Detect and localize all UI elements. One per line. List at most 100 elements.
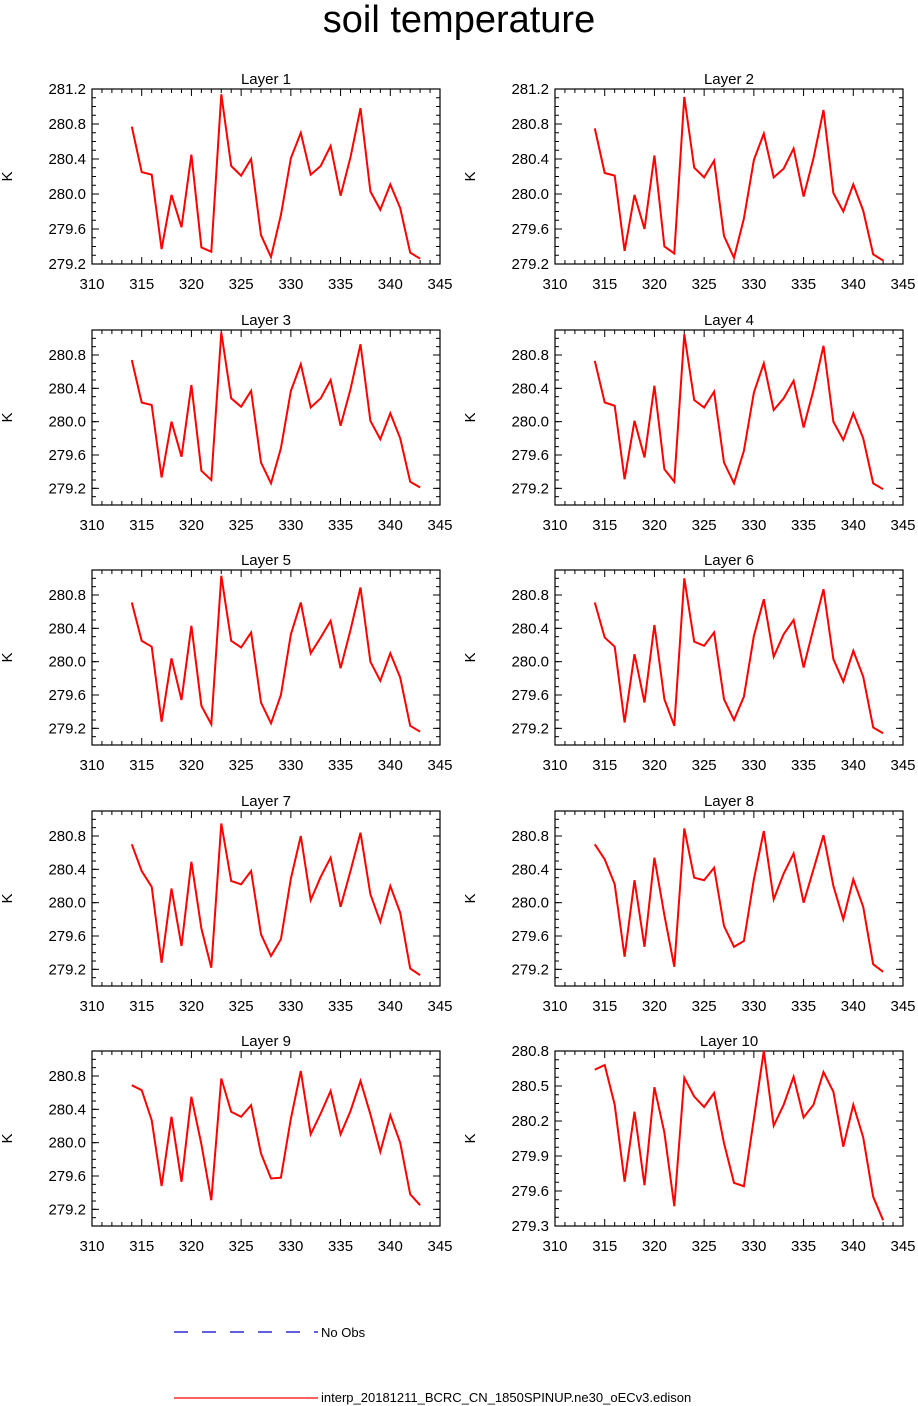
data-point bbox=[290, 878, 292, 880]
data-point bbox=[803, 667, 805, 669]
legend-no-obs-label: No Obs bbox=[321, 1325, 366, 1340]
data-point bbox=[693, 1096, 695, 1098]
data-point bbox=[190, 625, 192, 627]
y-tick-label: 279.6 bbox=[48, 447, 86, 464]
chart-panel-3: Layer 3 K 310 315 320 325 330 335 340 345 279.2 279… bbox=[0, 312, 453, 534]
main-title: soil temperature bbox=[322, 0, 596, 41]
x-tick-label: 335 bbox=[328, 757, 353, 774]
x-tick-label: 325 bbox=[692, 998, 717, 1015]
x-tick-label: 320 bbox=[179, 1238, 204, 1255]
x-tick-label: 345 bbox=[890, 517, 915, 534]
plot-frame bbox=[91, 569, 441, 746]
data-point bbox=[340, 906, 342, 908]
data-point bbox=[300, 1070, 302, 1072]
data-point bbox=[594, 843, 596, 845]
y-tick-label: 280.0 bbox=[511, 895, 549, 912]
data-point bbox=[703, 645, 705, 647]
y-tick-label: 281.2 bbox=[511, 81, 549, 98]
data-point bbox=[220, 575, 222, 577]
x-tick-label: 310 bbox=[542, 276, 567, 293]
legend bbox=[174, 1331, 318, 1399]
data-point bbox=[280, 214, 282, 216]
data-point bbox=[131, 359, 133, 361]
y-tick-label: 279.6 bbox=[48, 1168, 86, 1185]
data-point bbox=[743, 696, 745, 698]
y-tick-label: 280.0 bbox=[511, 414, 549, 431]
data-point bbox=[171, 888, 173, 890]
data-point bbox=[663, 914, 665, 916]
data-point bbox=[643, 457, 645, 459]
x-tick-label: 345 bbox=[427, 517, 452, 534]
data-point bbox=[280, 694, 282, 696]
data-point bbox=[683, 333, 685, 335]
y-tick-label: 279.6 bbox=[511, 447, 549, 464]
data-point bbox=[260, 462, 262, 464]
x-tick-label: 320 bbox=[179, 276, 204, 293]
x-tick-label: 335 bbox=[328, 998, 353, 1015]
data-point bbox=[624, 1181, 626, 1183]
data-point bbox=[379, 680, 381, 682]
data-point bbox=[340, 195, 342, 197]
data-point bbox=[872, 727, 874, 729]
data-point bbox=[250, 1104, 252, 1106]
panel-title: Layer 4 bbox=[704, 312, 754, 329]
x-tick-label: 330 bbox=[278, 998, 303, 1015]
x-tick-label: 335 bbox=[791, 757, 816, 774]
data-point bbox=[842, 439, 844, 441]
data-point bbox=[359, 587, 361, 589]
data-point bbox=[310, 652, 312, 654]
x-tick-label: 335 bbox=[328, 1238, 353, 1255]
y-tick-label: 279.6 bbox=[511, 1183, 549, 1200]
data-point bbox=[260, 702, 262, 704]
data-point bbox=[350, 1110, 352, 1112]
y-tick-label: 281.2 bbox=[48, 81, 86, 98]
y-axis-label: K bbox=[462, 171, 479, 181]
data-point bbox=[813, 157, 815, 159]
data-point bbox=[643, 946, 645, 948]
data-point bbox=[793, 1076, 795, 1078]
y-tick-label: 279.6 bbox=[48, 221, 86, 238]
x-tick-label: 325 bbox=[229, 517, 254, 534]
data-point bbox=[594, 1069, 596, 1071]
data-point bbox=[793, 853, 795, 855]
data-point bbox=[862, 676, 864, 678]
data-point bbox=[350, 629, 352, 631]
data-point bbox=[783, 873, 785, 875]
y-axis-label: K bbox=[0, 412, 16, 422]
x-tick-label: 310 bbox=[79, 276, 104, 293]
data-point bbox=[389, 885, 391, 887]
data-point bbox=[340, 1133, 342, 1135]
x-tick-label: 325 bbox=[229, 998, 254, 1015]
data-point bbox=[310, 1133, 312, 1135]
x-tick-label: 310 bbox=[542, 517, 567, 534]
data-point bbox=[250, 870, 252, 872]
data-point bbox=[310, 407, 312, 409]
y-tick-label: 280.4 bbox=[511, 380, 549, 397]
y-tick-label: 279.2 bbox=[511, 720, 549, 737]
data-point bbox=[270, 1178, 272, 1180]
data-point bbox=[180, 945, 182, 947]
data-point bbox=[240, 1116, 242, 1118]
data-point bbox=[171, 421, 173, 423]
y-axis-label: K bbox=[0, 171, 16, 181]
chart-panel-4: Layer 4 K 310 315 320 325 330 335 340 345 279.2 279… bbox=[462, 312, 916, 534]
data-point bbox=[220, 332, 222, 334]
data-point bbox=[180, 456, 182, 458]
data-point bbox=[733, 482, 735, 484]
data-point bbox=[822, 109, 824, 111]
data-point bbox=[822, 345, 824, 347]
x-tick-label: 310 bbox=[542, 1238, 567, 1255]
y-tick-label: 280.4 bbox=[48, 620, 86, 637]
data-point bbox=[151, 404, 153, 406]
x-tick-label: 330 bbox=[278, 757, 303, 774]
data-point bbox=[161, 1185, 163, 1187]
data-point bbox=[419, 487, 421, 489]
y-tick-label: 280.8 bbox=[511, 828, 549, 845]
data-point bbox=[882, 488, 884, 490]
x-tick-label: 340 bbox=[378, 998, 403, 1015]
data-point bbox=[409, 725, 411, 727]
data-point bbox=[693, 399, 695, 401]
data-point bbox=[399, 437, 401, 439]
data-point bbox=[803, 1117, 805, 1119]
data-point bbox=[743, 940, 745, 942]
